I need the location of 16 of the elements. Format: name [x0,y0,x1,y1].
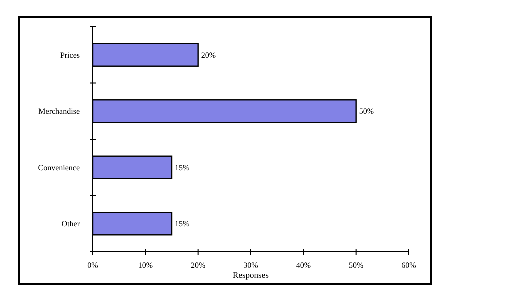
x-tick-label: 10% [138,261,154,270]
x-tick-label: 0% [88,261,99,270]
data-label: 15% [175,163,190,172]
data-label: 15% [175,220,190,229]
x-tick-label: 60% [402,261,417,270]
x-tick-label: 30% [244,261,259,270]
data-label: 20% [201,50,216,60]
x-tick-label: 50% [348,261,364,270]
data-label: 50% [359,107,374,116]
y-tick-label: Other [62,220,80,229]
y-tick-label: Convenience [38,163,80,172]
x-axis-title: Responses [233,270,269,280]
x-tick-label: 20% [190,261,206,270]
y-tick-label: Prices [60,50,80,60]
x-tick-label: 40% [296,261,312,270]
y-tick-label: Merchandise [38,107,80,116]
